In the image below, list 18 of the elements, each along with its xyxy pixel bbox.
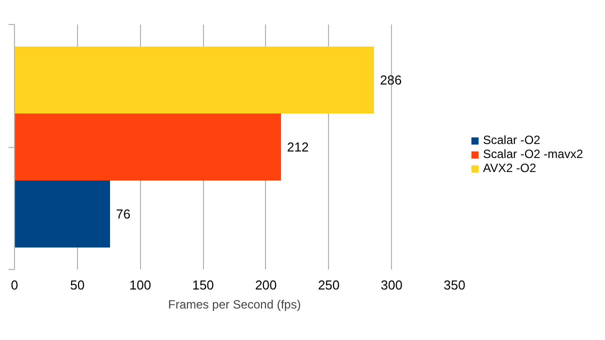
- x-tick-label: 350: [444, 278, 466, 292]
- data-label: 212: [287, 140, 309, 154]
- x-tick-label: 250: [318, 278, 340, 292]
- x-tick-label: 150: [192, 278, 214, 292]
- x-tick-label: 0: [10, 278, 18, 292]
- x-tick-label: 50: [70, 278, 85, 292]
- x-axis-title: Frames per Second (fps): [168, 298, 301, 312]
- x-tick-label: 100: [129, 278, 152, 292]
- data-label: 286: [380, 72, 402, 88]
- data-label: 76: [116, 206, 131, 222]
- x-tick-label: 300: [380, 278, 402, 292]
- x-tick-label: 200: [255, 278, 277, 292]
- bar: [14, 46, 374, 114]
- legend-label: Scalar -O2 -mavx2: [483, 147, 584, 161]
- legend-label: AVX2 -O2: [483, 161, 536, 175]
- bar: [14, 114, 282, 180]
- bar: [14, 180, 110, 248]
- legend-label: Scalar -O2: [483, 133, 540, 147]
